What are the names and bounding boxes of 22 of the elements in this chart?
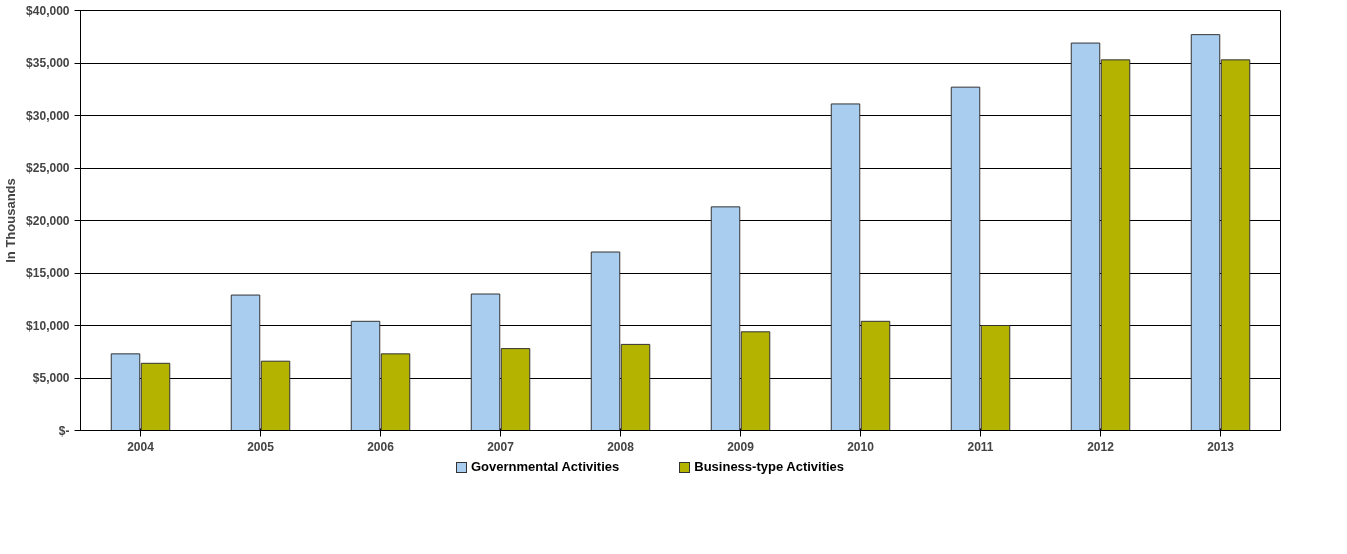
y-tick-label: $25,000 [26, 161, 70, 175]
x-tick-label: 2006 [367, 439, 395, 454]
x-tick-label: 2011 [967, 439, 994, 454]
legend-label: Governmental Activities [470, 458, 620, 476]
y-tick-label: $- [58, 423, 70, 438]
y-tick-label: $35,000 [26, 56, 70, 70]
x-tick-label: 2009 [727, 439, 755, 454]
y-tick-label: $15,000 [26, 266, 70, 280]
x-tick-label: 2005 [247, 439, 275, 454]
y-axis-title: In Thousands [3, 178, 19, 263]
y-tick-label: $10,000 [26, 318, 70, 333]
x-tick-label: 2010 [847, 439, 875, 454]
y-tick-label: $30,000 [26, 108, 70, 123]
legend-label: Business-type Activities [694, 458, 845, 476]
x-tick-label: 2013 [1207, 439, 1235, 454]
y-tick-label: $5,000 [32, 371, 70, 385]
x-tick-label: 2008 [607, 439, 635, 454]
x-tick-label: 2012 [1087, 439, 1115, 454]
y-tick-label: $40,000 [26, 3, 70, 18]
x-tick-label: 2007 [487, 439, 515, 454]
y-tick-label: $20,000 [26, 213, 70, 228]
x-tick-label: 2004 [127, 439, 155, 454]
